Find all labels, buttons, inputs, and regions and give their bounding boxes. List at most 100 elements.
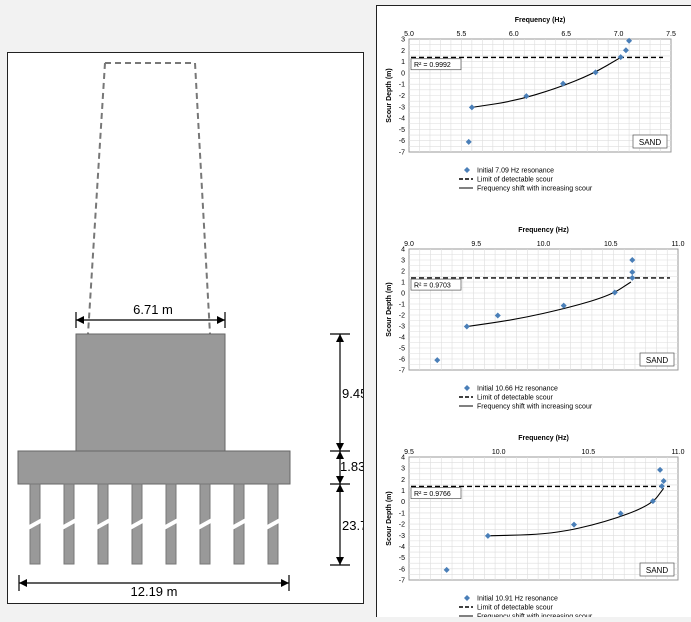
- legend: Initial 10.91 Hz resonance Limit of detec…: [459, 595, 593, 621]
- legend-label: Limit of detectable scour: [477, 395, 554, 402]
- x-tick-label: 11.0: [671, 449, 684, 456]
- y-tick-label: 0: [401, 499, 405, 506]
- x-tick-label: 10.0: [537, 241, 551, 248]
- data-point: [443, 566, 450, 573]
- y-tick-label: -2: [399, 522, 405, 529]
- y-tick-label: -7: [399, 578, 405, 585]
- x-tick-label: 9.0: [404, 241, 414, 248]
- legend-label: Frequency shift with increasing scour: [477, 614, 593, 618]
- chart-title: Frequency (Hz): [518, 435, 569, 442]
- y-tick-label: -1: [399, 82, 405, 89]
- chart-10-66-hz: Frequency (Hz) 9.0 9.5 10.0 10.5 11.0 4 3 2 1 0 -1 -…: [386, 227, 685, 411]
- x-tick-label: 5.0: [404, 31, 414, 38]
- y-tick-label: -5: [399, 127, 405, 134]
- footing-slab: [17, 450, 291, 485]
- soil-type-label: SAND: [646, 566, 668, 575]
- y-tick-label: 2: [401, 269, 405, 276]
- footing-width-label: 12.19 m: [131, 584, 178, 599]
- y-tick-label: -2: [399, 313, 405, 320]
- fit-curve: [487, 487, 665, 537]
- data-point: [658, 483, 665, 490]
- legend-marker-points: [464, 385, 470, 391]
- legend-label: Initial 10.91 Hz resonance: [477, 596, 558, 603]
- r2-box: [410, 487, 462, 500]
- data-point: [570, 521, 577, 528]
- y-tick-label: -5: [399, 555, 405, 562]
- data-point: [626, 37, 633, 44]
- y-tick-label: -5: [399, 346, 405, 353]
- x-tick-label: 7.5: [666, 31, 676, 38]
- data-point: [660, 478, 667, 485]
- r2-box: [410, 58, 462, 71]
- y-tick-label: 1: [401, 280, 405, 287]
- x-tick-label: 10.5: [604, 241, 618, 248]
- x-tick-label: 9.5: [404, 449, 414, 456]
- y-tick-label: 3: [401, 258, 405, 265]
- legend-marker-points: [464, 167, 470, 173]
- data-point: [468, 104, 475, 111]
- pier-height-label: 9.45 m: [342, 386, 363, 401]
- data-point: [494, 312, 501, 319]
- y-tick-label: -6: [399, 357, 405, 364]
- pile-break-mark: [263, 517, 283, 531]
- frequency-scour-charts: Frequency (Hz) 5.0 5.5 6.0 6.5 7.0 7.5 3 2 1 0 -1 -2…: [386, 17, 685, 621]
- pile-break-mark: [127, 517, 147, 531]
- pier-cap-block: [75, 333, 226, 452]
- r2-label: R² = 0.9703: [414, 283, 451, 290]
- y-tick-label: -3: [399, 324, 405, 331]
- y-tick-label: 0: [401, 70, 405, 77]
- x-tick-label: 10.0: [492, 449, 506, 456]
- data-point: [523, 93, 530, 100]
- y-tick-label: -1: [399, 302, 405, 309]
- y-tick-label: 1: [401, 488, 405, 495]
- y-tick-label: -3: [399, 533, 405, 540]
- legend-marker-points: [464, 595, 470, 601]
- data-point: [657, 466, 664, 473]
- data-point: [611, 289, 618, 296]
- pile-break-mark: [161, 517, 181, 531]
- data-point: [617, 510, 624, 517]
- chart-title: Frequency (Hz): [515, 17, 566, 24]
- x-tick-label: 6.0: [509, 31, 519, 38]
- y-tick-label: -1: [399, 510, 405, 517]
- data-point: [617, 54, 624, 61]
- y-tick-label: -7: [399, 368, 405, 375]
- y-tick-label: 2: [401, 48, 405, 55]
- soil-type-box: [639, 562, 675, 577]
- pile-break-mark: [229, 517, 249, 531]
- legend-label: Limit of detectable scour: [477, 605, 554, 612]
- data-point: [434, 357, 441, 364]
- pile-length-label: 23.77: [342, 518, 363, 533]
- y-tick-label: -4: [399, 116, 405, 123]
- y-tick-label: -7: [399, 150, 405, 157]
- y-tick-label: 1: [401, 59, 405, 66]
- y-axis-label: Scour Depth (m): [386, 491, 393, 545]
- y-tick-label: 3: [401, 37, 405, 44]
- pile-break-mark: [59, 517, 79, 531]
- y-tick-label: 4: [401, 247, 405, 254]
- fit-curve: [471, 56, 621, 108]
- legend-label: Initial 7.09 Hz resonance: [477, 168, 554, 175]
- y-axis-label: Scour Depth (m): [386, 68, 393, 122]
- x-tick-label: 6.5: [561, 31, 571, 38]
- data-point: [629, 269, 636, 276]
- y-tick-label: -3: [399, 104, 405, 111]
- soil-type-box: [632, 134, 668, 149]
- legend: Initial 7.09 Hz resonance Limit of detect…: [459, 167, 593, 193]
- charts-panel: Frequency (Hz) 5.0 5.5 6.0 6.5 7.0 7.5 3 2 1 0 -1 -2…: [376, 5, 691, 621]
- y-axis-label: Scour Depth (m): [386, 282, 393, 336]
- data-point: [622, 47, 629, 54]
- fit-curve: [466, 281, 632, 328]
- data-point: [463, 323, 470, 330]
- y-tick-label: -6: [399, 138, 405, 145]
- pier-stem-outline: [87, 62, 211, 335]
- cap-thickness-label: 1.83 m: [340, 459, 363, 474]
- data-point: [465, 138, 472, 145]
- data-point: [629, 257, 636, 263]
- legend-label: Frequency shift with increasing scour: [477, 186, 593, 193]
- y-tick-label: 4: [401, 455, 405, 462]
- y-tick-label: -4: [399, 544, 405, 551]
- soil-type-label: SAND: [639, 138, 661, 147]
- y-tick-label: 2: [401, 477, 405, 484]
- data-point: [484, 532, 491, 539]
